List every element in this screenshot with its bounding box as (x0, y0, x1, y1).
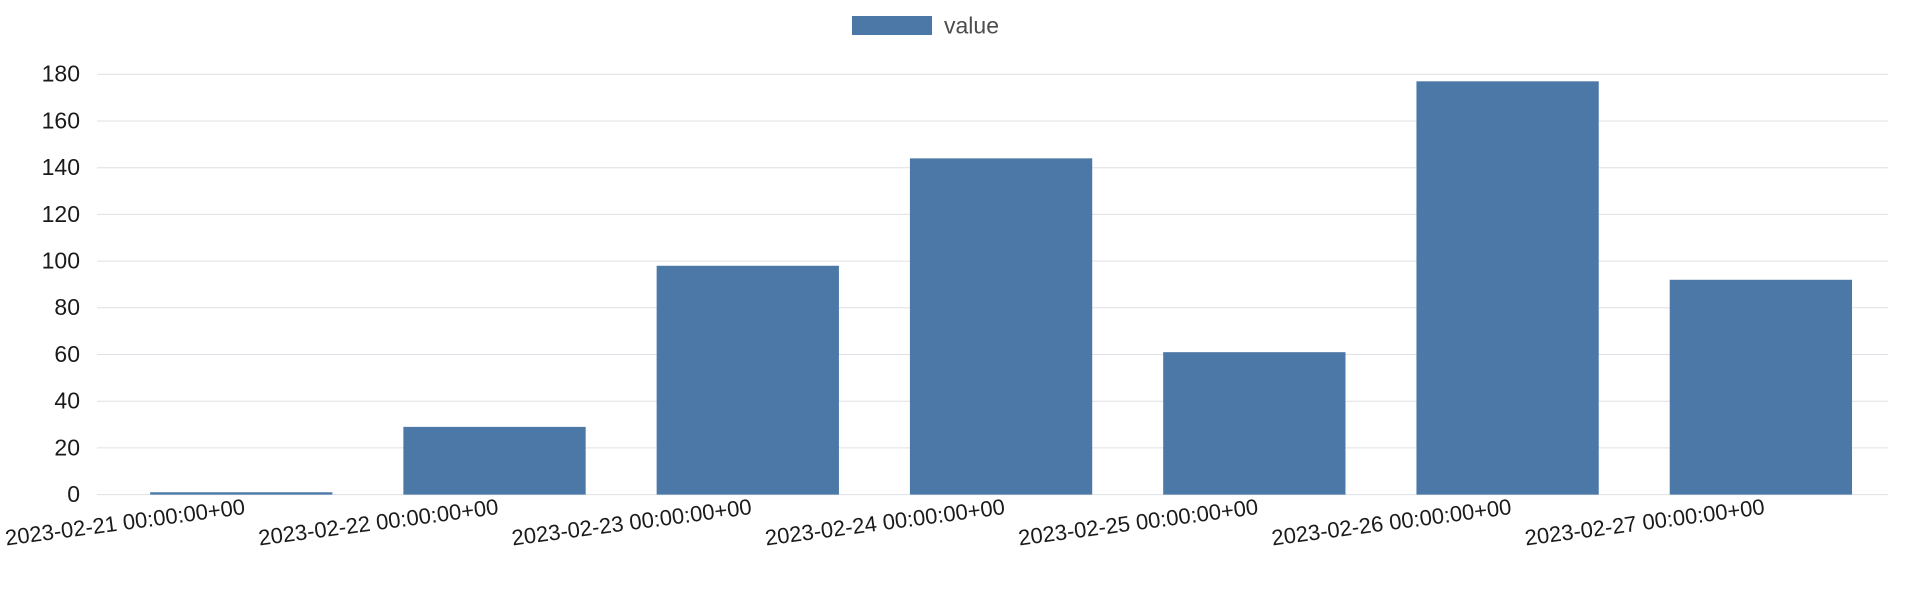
svg-text:20: 20 (54, 434, 80, 460)
svg-text:2023-02-22 00:00:00+00: 2023-02-22 00:00:00+00 (257, 494, 500, 550)
svg-text:2023-02-26 00:00:00+00: 2023-02-26 00:00:00+00 (1270, 494, 1513, 550)
svg-text:120: 120 (42, 201, 80, 227)
svg-text:160: 160 (42, 107, 80, 133)
svg-text:60: 60 (54, 341, 80, 367)
svg-text:2023-02-23 00:00:00+00: 2023-02-23 00:00:00+00 (510, 494, 753, 550)
svg-text:100: 100 (42, 247, 80, 273)
svg-text:140: 140 (42, 154, 80, 180)
svg-text:180: 180 (42, 61, 80, 87)
svg-text:2023-02-27 00:00:00+00: 2023-02-27 00:00:00+00 (1523, 494, 1766, 550)
svg-text:2023-02-24 00:00:00+00: 2023-02-24 00:00:00+00 (763, 494, 1006, 550)
svg-text:2023-02-21 00:00:00+00: 2023-02-21 00:00:00+00 (4, 494, 247, 550)
svg-text:value: value (944, 13, 999, 39)
svg-text:2023-02-25 00:00:00+00: 2023-02-25 00:00:00+00 (1017, 494, 1260, 550)
svg-text:0: 0 (67, 481, 80, 507)
svg-text:80: 80 (54, 294, 80, 320)
svg-text:40: 40 (54, 388, 80, 414)
